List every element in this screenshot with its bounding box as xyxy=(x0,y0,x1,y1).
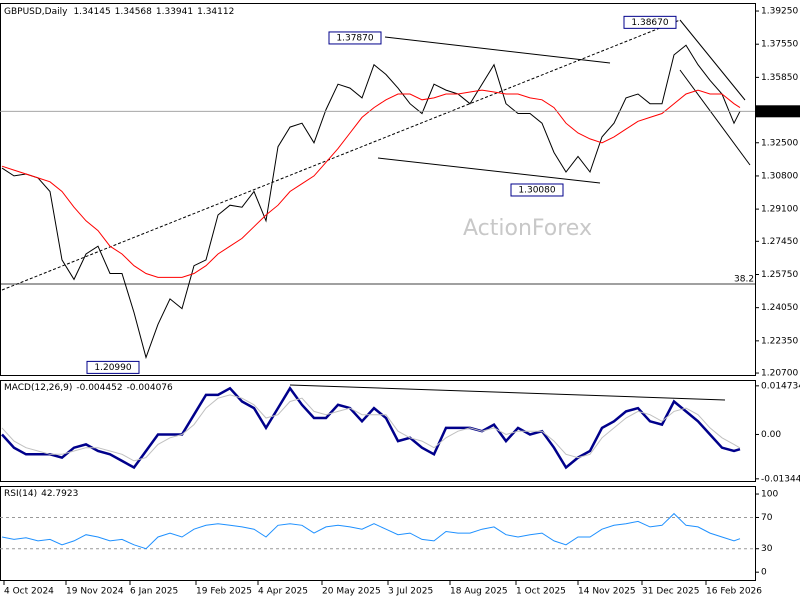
x-tick-label: 1 Oct 2025 xyxy=(516,587,566,597)
channel-line xyxy=(377,157,601,184)
macd-title: MACD(12,26,9) xyxy=(4,383,72,393)
close: 1.34112 xyxy=(197,7,234,17)
fib-label: 38.2 xyxy=(734,275,754,285)
annotation-label: 1.20990 xyxy=(94,363,131,373)
x-tick-label: 3 Jul 2025 xyxy=(388,587,433,597)
annotation-label: 1.37870 xyxy=(336,33,373,43)
y-tick-label: 1.22350 xyxy=(761,336,798,346)
macd-header: MACD(12,26,9) -0.004452 -0.004076 xyxy=(4,383,173,393)
series-line xyxy=(1,512,741,550)
series-line xyxy=(1,386,741,470)
macd-value: -0.004452 xyxy=(76,383,122,393)
series-line xyxy=(1,44,741,360)
price-panel xyxy=(0,3,756,376)
macd-trend-line xyxy=(289,384,726,401)
signal-value: -0.004076 xyxy=(127,383,173,393)
trend-line xyxy=(1,19,681,291)
channel-line xyxy=(679,19,746,101)
annotation-box xyxy=(328,31,382,45)
y-tick-label: 0 xyxy=(761,568,767,578)
y-tick-label: 30 xyxy=(761,544,773,554)
annotation-label: 1.30080 xyxy=(518,185,555,195)
y-tick-label: 70 xyxy=(761,513,773,523)
watermark: ActionForex xyxy=(463,216,592,241)
symbol: GBPUSD,Daily xyxy=(4,7,68,17)
y-tick-label: 1.32500 xyxy=(761,138,798,148)
series-line xyxy=(1,394,741,462)
current-price-label: 1.34112 xyxy=(760,107,797,117)
y-tick-label: 1.39250 xyxy=(761,7,798,17)
x-tick-label: 31 Dec 2025 xyxy=(642,587,700,597)
y-tick-label: 0.014734 xyxy=(761,381,800,391)
high: 1.34568 xyxy=(115,7,152,17)
x-tick-label: 4 Apr 2025 xyxy=(258,587,308,597)
y-tick-label: 1.25750 xyxy=(761,270,798,280)
rsi-header: RSI(14) 42.7923 xyxy=(4,489,78,499)
y-tick-label: 1.30800 xyxy=(761,171,798,181)
channel-line xyxy=(679,69,751,166)
y-tick-label: 1.20700 xyxy=(761,369,798,379)
macd-panel xyxy=(0,380,756,482)
open: 1.34145 xyxy=(73,7,110,17)
current-price-box xyxy=(756,105,800,118)
y-tick-label: 1.35850 xyxy=(761,73,798,83)
y-tick-label: 1.24050 xyxy=(761,303,798,313)
annotation-box xyxy=(623,15,677,29)
y-tick-label: 0.00 xyxy=(761,430,781,440)
channel-line xyxy=(384,36,611,64)
annotation-box xyxy=(86,360,140,374)
x-tick-label: 19 Nov 2024 xyxy=(66,587,124,597)
y-tick-label: 1.27450 xyxy=(761,237,798,247)
x-tick-label: 16 Feb 2026 xyxy=(706,587,762,597)
x-tick-label: 14 Nov 2025 xyxy=(578,587,636,597)
rsi-value: 42.7923 xyxy=(41,489,78,499)
x-tick-label: 19 Feb 2025 xyxy=(196,587,252,597)
rsi-title: RSI(14) xyxy=(4,489,37,499)
annotation-box xyxy=(510,183,564,197)
price-header: GBPUSD,Daily 1.34145 1.34568 1.33941 1.34112 xyxy=(4,7,234,17)
y-tick-label: -0.013442 xyxy=(761,474,800,484)
y-tick-label: 1.29100 xyxy=(761,205,798,215)
y-tick-label: 1.37550 xyxy=(761,40,798,50)
x-tick-label: 18 Aug 2025 xyxy=(450,587,508,597)
annotation-label: 1.38670 xyxy=(631,18,668,28)
y-tick-label: 100 xyxy=(761,490,778,500)
x-tick-label: 4 Oct 2024 xyxy=(4,587,54,597)
x-tick-label: 20 May 2025 xyxy=(322,587,381,597)
low: 1.33941 xyxy=(156,7,193,17)
series-line xyxy=(1,89,741,278)
x-tick-label: 6 Jan 2025 xyxy=(130,587,178,597)
rsi-panel xyxy=(0,486,756,581)
